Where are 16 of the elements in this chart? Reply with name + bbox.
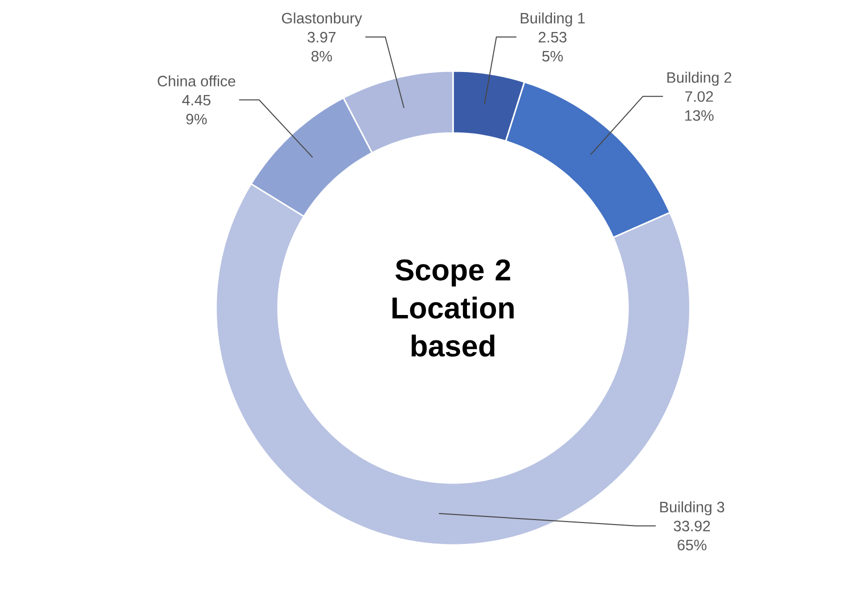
data-label: 2.53 [538, 32, 566, 42]
slice-label: Building 3 [660, 501, 724, 516]
slice-label: Building 1 [520, 12, 585, 26]
slice-label: Building 2 [667, 72, 732, 86]
data-label: 3.97 [308, 32, 336, 42]
text: 65% [678, 540, 706, 550]
text: 5% [542, 50, 563, 62]
slice-label: China office [158, 75, 236, 86]
text: 9% [186, 114, 207, 124]
data-label: 4.45 [182, 94, 210, 106]
text: 8% [311, 50, 332, 62]
data-label: 33.92 [674, 520, 710, 532]
text: Scope 2 Location based [392, 259, 514, 357]
slice-label: Glastonbury [282, 12, 362, 26]
data-label: 7.02 [685, 91, 713, 102]
text: 13% [685, 110, 714, 121]
